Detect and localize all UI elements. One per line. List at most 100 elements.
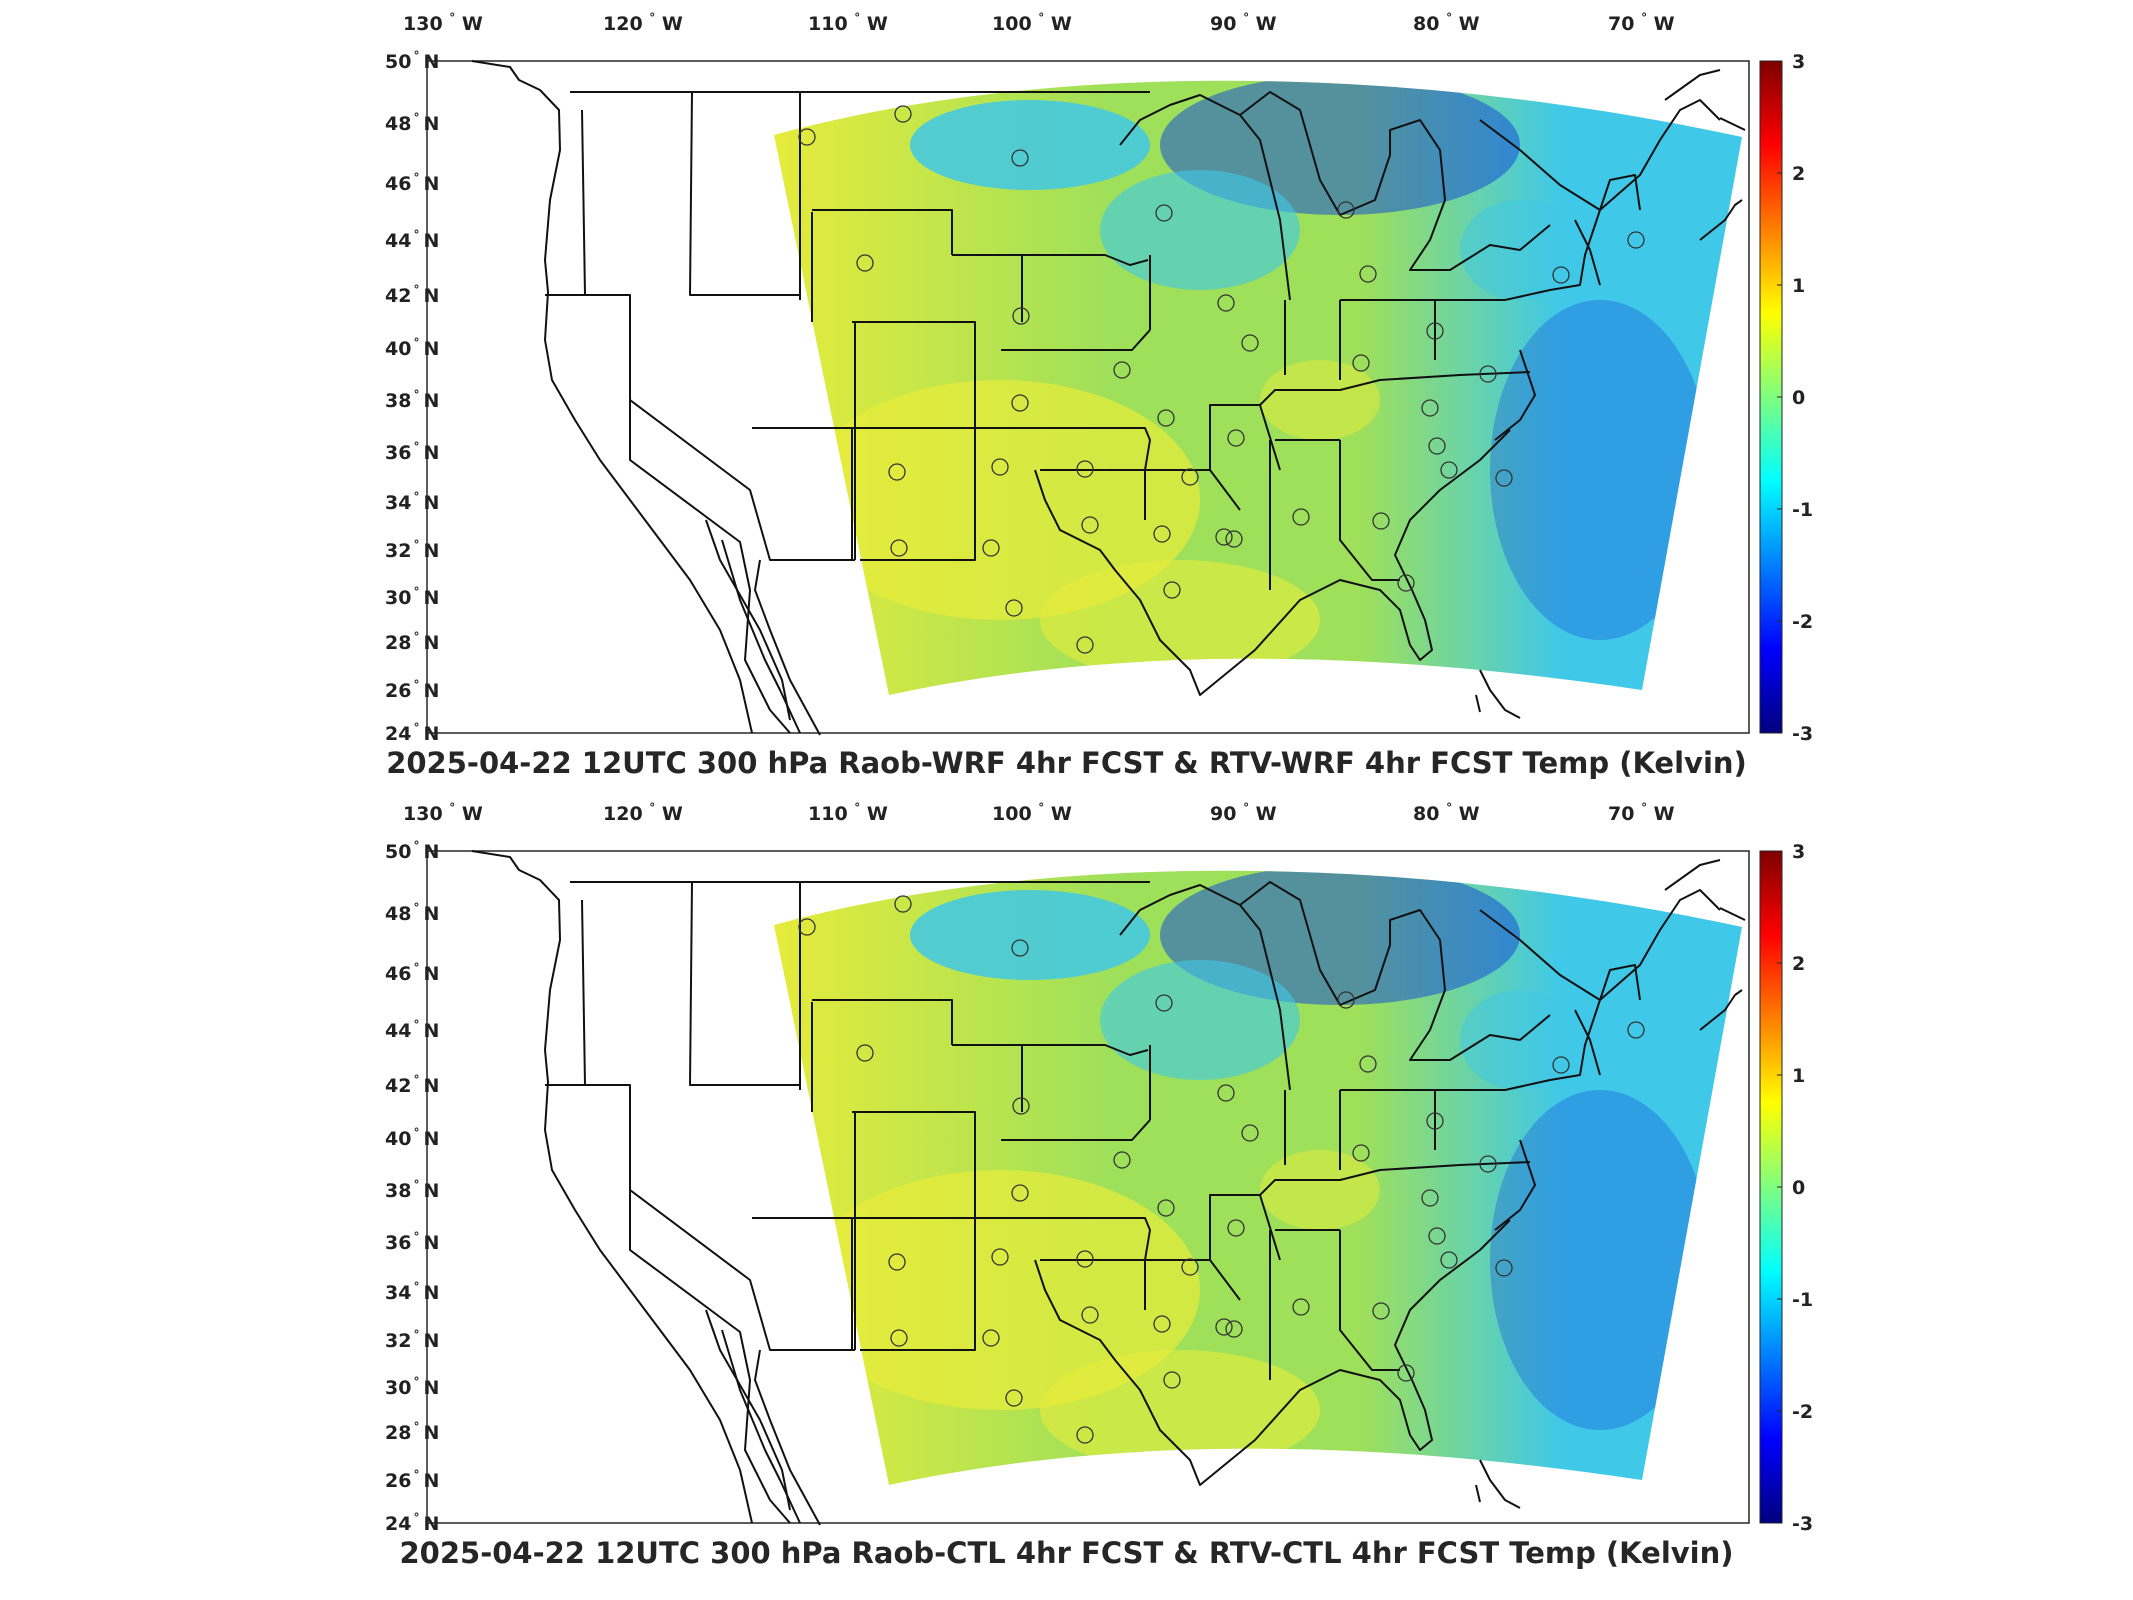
raob-station-marker xyxy=(1076,1426,1094,1444)
latitude-tick-label: 46 ° N xyxy=(385,961,439,985)
raob-station-marker xyxy=(1081,516,1099,534)
latitude-tick-label: 42 ° N xyxy=(385,283,439,307)
latitude-tick-label: 34 ° N xyxy=(385,1280,439,1304)
raob-station-marker xyxy=(1352,1144,1370,1162)
colorbar-tick-label: 2 xyxy=(1792,953,1805,975)
latitude-tick-label: 50 ° N xyxy=(385,839,439,863)
raob-station-marker xyxy=(890,1329,908,1347)
temperature-difference-field xyxy=(774,870,1742,1486)
latitude-tick-label: 36 ° N xyxy=(385,440,439,464)
raob-station-marker xyxy=(1163,1371,1181,1389)
latitude-tick-label: 26 ° N xyxy=(385,1468,439,1492)
longitude-tick-label: 70 ° W xyxy=(1608,801,1675,825)
latitude-tick-label: 28 ° N xyxy=(385,630,439,654)
raob-station-marker xyxy=(1012,307,1030,325)
longitude-tick-label: 90 ° W xyxy=(1210,801,1277,825)
raob-station-marker xyxy=(1011,149,1029,167)
colorbar-tick-label: 3 xyxy=(1792,51,1805,73)
raob-station-marker xyxy=(1397,1364,1415,1382)
longitude-tick-label: 130 ° W xyxy=(403,801,483,825)
longitude-tick-label: 100 ° W xyxy=(992,11,1072,35)
raob-station-marker xyxy=(1012,1097,1030,1115)
raob-station-marker xyxy=(1153,525,1171,543)
raob-station-marker xyxy=(1113,361,1131,379)
latitude-tick-label: 44 ° N xyxy=(385,1018,439,1042)
raob-station-marker xyxy=(1627,231,1645,249)
panel-title-raob-ctl: 2025-04-22 12UTC 300 hPa Raob-CTL 4hr FC… xyxy=(399,1536,1734,1570)
raob-station-marker xyxy=(1005,599,1023,617)
colorbar-tick-label: 1 xyxy=(1792,275,1805,297)
latitude-tick-label: 40 ° N xyxy=(385,1126,439,1150)
raob-station-marker xyxy=(1217,1084,1235,1102)
latitude-tick-label: 36 ° N xyxy=(385,1230,439,1254)
latitude-tick-label: 46 ° N xyxy=(385,171,439,195)
colorbar-tick-label: -2 xyxy=(1792,611,1813,633)
raob-station-marker xyxy=(1440,461,1458,479)
raob-station-marker xyxy=(1155,204,1173,222)
raob-station-marker xyxy=(1552,266,1570,284)
raob-station-marker xyxy=(894,895,912,913)
latitude-tick-label: 48 ° N xyxy=(385,111,439,135)
raob-station-marker xyxy=(1479,365,1497,383)
raob-station-marker xyxy=(1428,1227,1446,1245)
latitude-tick-label: 24 ° N xyxy=(385,1511,439,1535)
raob-station-marker xyxy=(1421,399,1439,417)
raob-station-marker xyxy=(1163,581,1181,599)
map-panel-raob-ctl: 130 ° W 120 ° W 110 ° W 100 ° W 90 ° W 80 ° W… xyxy=(0,790,2133,1590)
raob-station-marker xyxy=(1292,508,1310,526)
raob-station-marker xyxy=(1155,994,1173,1012)
raob-station-marker xyxy=(1225,530,1243,548)
state-boundaries xyxy=(471,60,1746,736)
temperature-difference-field xyxy=(774,80,1742,696)
raob-station-marker xyxy=(856,254,874,272)
raob-station-marker xyxy=(1181,468,1199,486)
latitude-tick-label: 24 ° N xyxy=(385,721,439,745)
raob-station-marker xyxy=(991,458,1009,476)
raob-station-marker xyxy=(894,105,912,123)
latitude-tick-label: 44 ° N xyxy=(385,228,439,252)
longitude-tick-label: 120 ° W xyxy=(603,801,683,825)
raob-station-marker xyxy=(1479,1155,1497,1173)
colorbar-tick-label: 3 xyxy=(1792,841,1805,863)
latitude-tick-label: 40 ° N xyxy=(385,336,439,360)
raob-station-marker xyxy=(1227,1219,1245,1237)
raob-station-marker xyxy=(1372,512,1390,530)
raob-station-marker xyxy=(1076,1250,1094,1268)
raob-station-marker xyxy=(1337,201,1355,219)
raob-station-marker xyxy=(1337,991,1355,1009)
raob-station-marker xyxy=(1495,469,1513,487)
colorbar-tick-label: 1 xyxy=(1792,1065,1805,1087)
raob-station-marker xyxy=(982,539,1000,557)
raob-station-marker xyxy=(1217,294,1235,312)
raob-station-marker xyxy=(1372,1302,1390,1320)
raob-station-marker xyxy=(798,918,816,936)
raob-station-marker xyxy=(1076,636,1094,654)
raob-station-marker xyxy=(1113,1151,1131,1169)
raob-station-marker xyxy=(1081,1306,1099,1324)
raob-station-marker xyxy=(1241,334,1259,352)
state-boundaries xyxy=(471,850,1746,1526)
latitude-tick-label: 30 ° N xyxy=(385,1375,439,1399)
longitude-tick-label: 110 ° W xyxy=(808,801,888,825)
colorbar-tick-label: -1 xyxy=(1792,499,1813,521)
raob-station-marker xyxy=(1157,409,1175,427)
raob-station-marker xyxy=(1440,1251,1458,1269)
raob-station-marker xyxy=(1352,354,1370,372)
colorbar-tick-label: -3 xyxy=(1792,1513,1813,1535)
latitude-tick-label: 42 ° N xyxy=(385,1073,439,1097)
raob-station-marker xyxy=(1627,1021,1645,1039)
raob-station-marker xyxy=(1215,1318,1233,1336)
raob-station-marker xyxy=(1397,574,1415,592)
raob-station-marker xyxy=(1421,1189,1439,1207)
raob-station-marker xyxy=(1181,1258,1199,1276)
colorbar-tick-label: -3 xyxy=(1792,723,1813,745)
raob-station-marker xyxy=(1426,1112,1444,1130)
colorbar-tick-label: -2 xyxy=(1792,1401,1813,1423)
raob-station-marker xyxy=(1157,1199,1175,1217)
raob-station-marker xyxy=(1428,437,1446,455)
panel-title-raob-wrf: 2025-04-22 12UTC 300 hPa Raob-WRF 4hr FC… xyxy=(386,746,1747,780)
raob-station-marker xyxy=(982,1329,1000,1347)
raob-station-marker xyxy=(1011,1184,1029,1202)
raob-station-marker xyxy=(888,463,906,481)
raob-station-marker xyxy=(1011,939,1029,957)
